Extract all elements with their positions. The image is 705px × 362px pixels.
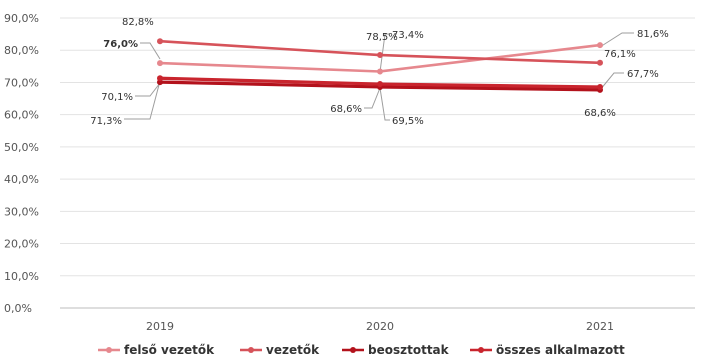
- label-leader-line: [140, 42, 161, 60]
- y-tick-label: 0,0%: [4, 302, 32, 315]
- label-leader-line: [599, 72, 624, 91]
- data-point: [157, 38, 163, 45]
- x-tick-label: 2019: [146, 320, 174, 333]
- data-label: 73,4%: [392, 30, 424, 41]
- x-tick-label: 2021: [586, 320, 614, 333]
- data-point: [597, 59, 603, 66]
- label-leader-lines: [124, 32, 634, 121]
- label-leader-line: [124, 80, 161, 120]
- legend-swatch-point: [350, 347, 356, 353]
- legend-swatch-point: [106, 347, 112, 353]
- data-label: 78,5%: [366, 32, 398, 43]
- data-point: [597, 83, 603, 90]
- data-label: 76,1%: [604, 49, 636, 60]
- legend-label: vezetők: [266, 343, 320, 357]
- legend-swatch-point: [478, 347, 484, 353]
- legend: felső vezetők vezetők beosztottak összes al…: [98, 343, 625, 357]
- y-tick-label: 30,0%: [4, 205, 39, 218]
- y-tick-label: 10,0%: [4, 270, 39, 283]
- legend-label: beosztottak: [368, 343, 450, 357]
- data-point: [597, 42, 603, 49]
- label-leader-line: [364, 87, 381, 109]
- data-label: 70,1%: [101, 92, 133, 103]
- data-label: 76,0%: [103, 39, 138, 50]
- legend-label: felső vezetők: [124, 343, 215, 357]
- data-label: 81,6%: [637, 29, 669, 40]
- data-point: [377, 68, 383, 75]
- data-point: [377, 52, 383, 59]
- y-tick-label: 20,0%: [4, 238, 39, 251]
- data-label: 71,3%: [90, 116, 122, 127]
- label-leader-line: [599, 32, 634, 48]
- label-leader-line: [379, 87, 390, 121]
- label-leader-line: [379, 33, 390, 73]
- series-line: [159, 43, 601, 73]
- data-point: [157, 75, 163, 82]
- y-tick-label: 40,0%: [4, 173, 39, 186]
- data-label: 68,6%: [330, 104, 362, 115]
- y-tick-label: 90,0%: [4, 12, 39, 25]
- data-point: [377, 81, 383, 88]
- y-tick-label: 50,0%: [4, 141, 39, 154]
- data-labels: 76,0% 82,8% 70,1% 71,3% 73,4%78,5% 68,6% 69,5%…: [90, 17, 669, 127]
- series-points: [157, 38, 603, 93]
- x-tick-label: 2020: [366, 320, 394, 333]
- y-tick-label: 80,0%: [4, 44, 39, 57]
- x-axis: 2019 2020 2021: [146, 320, 614, 333]
- y-tick-label: 60,0%: [4, 109, 39, 122]
- legend-swatch-point: [248, 347, 254, 353]
- legend-label: összes alkalmazott: [496, 343, 625, 357]
- data-point: [157, 60, 163, 67]
- data-label: 82,8%: [122, 17, 154, 28]
- gridlines: [60, 17, 695, 309]
- y-tick-label: 70,0%: [4, 76, 39, 89]
- y-axis: 0,0% 10,0% 20,0% 30,0% 40,0% 50,0% 60,0% 70,0% 8…: [4, 12, 39, 315]
- label-leader-line: [135, 82, 161, 97]
- data-label: 69,5%: [392, 116, 424, 127]
- data-label: 67,7%: [627, 69, 659, 80]
- data-label: 68,6%: [584, 108, 616, 119]
